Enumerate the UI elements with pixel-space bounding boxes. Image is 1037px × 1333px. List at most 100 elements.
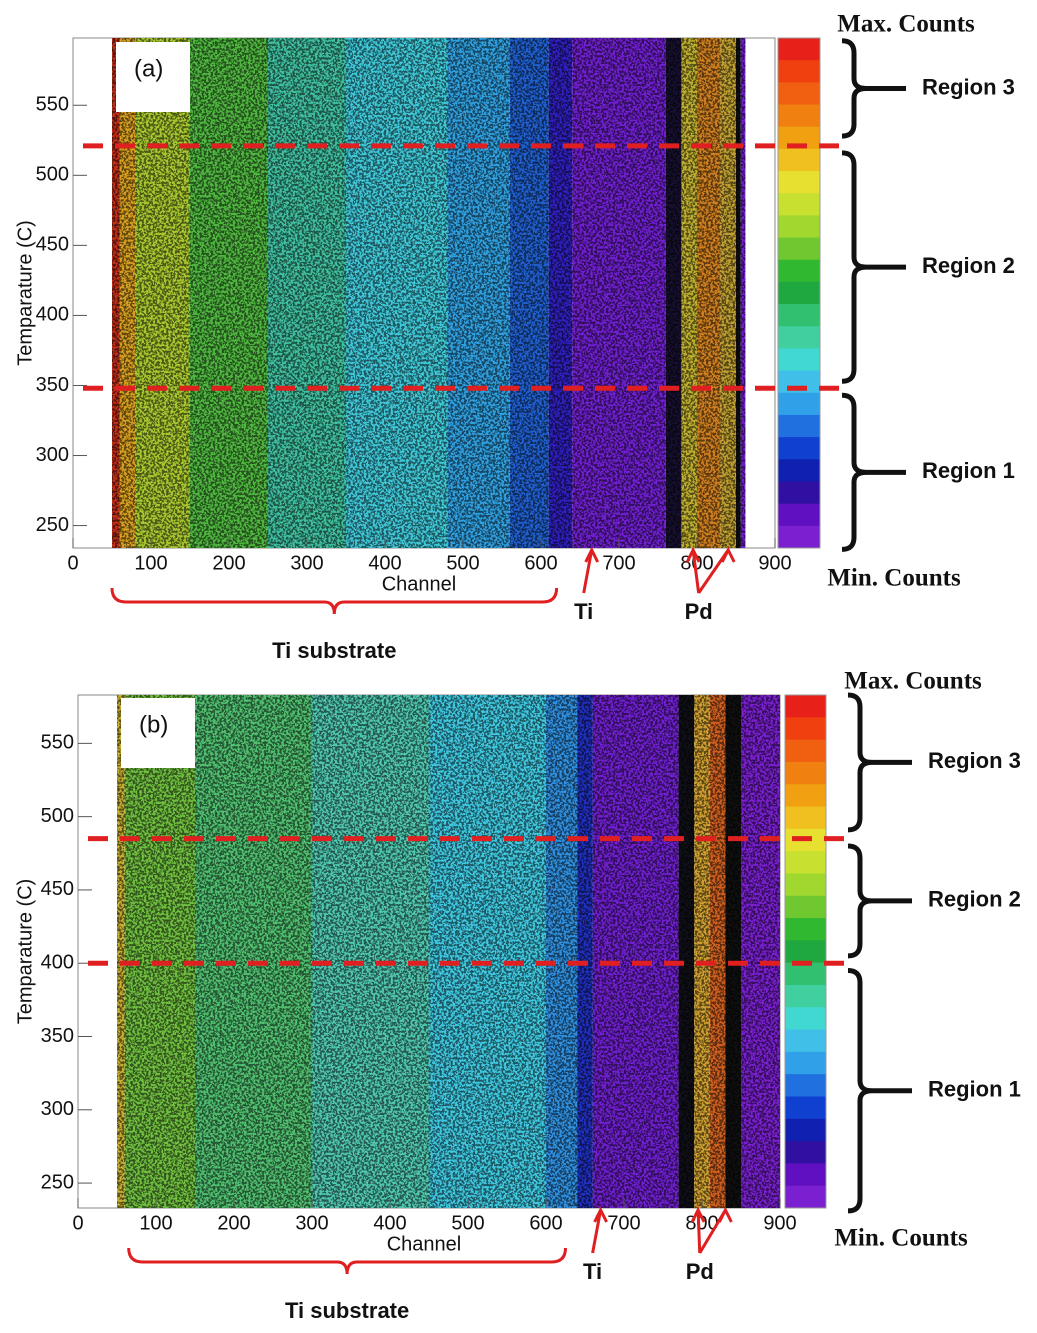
x-tick-label: 700 <box>602 552 635 574</box>
x-tick-label: 900 <box>763 1212 796 1234</box>
annotation-label: Pd <box>685 599 713 624</box>
colorbar-swatch <box>785 695 826 718</box>
colorbar-swatch <box>778 38 820 61</box>
x-tick-label: 400 <box>373 1212 406 1234</box>
colorbar-swatch <box>785 784 826 808</box>
colorbar-swatch <box>778 171 820 194</box>
colorbar-swatch <box>778 148 820 172</box>
colorbar-swatch <box>778 60 820 83</box>
colorbar-swatch <box>778 304 820 327</box>
y-tick-label: 500 <box>41 805 74 827</box>
colorbar-swatch <box>785 1029 826 1053</box>
y-tick-label: 400 <box>41 952 74 974</box>
speckle <box>117 695 780 1208</box>
colorbar-frame <box>777 37 821 549</box>
y-tick-label: 450 <box>36 234 69 256</box>
y-tick-label: 500 <box>36 164 69 186</box>
region-label: Region 1 <box>928 1077 1021 1102</box>
x-tick-label: 500 <box>451 1212 484 1234</box>
colorbar-swatch <box>785 873 826 897</box>
colorbar-swatch <box>785 717 826 741</box>
colorbar-max-label: Max. Counts <box>837 11 975 38</box>
annotation-label: Ti substrate <box>285 1298 409 1323</box>
y-tick-label: 250 <box>36 514 69 536</box>
colorbar-swatch <box>785 1141 826 1164</box>
colorbar-swatch <box>778 503 820 527</box>
annotation-brace <box>127 1247 567 1275</box>
colorbar-swatch <box>785 851 826 874</box>
colorbar-swatch <box>785 1163 826 1187</box>
region-brace <box>847 692 912 833</box>
colorbar-swatch <box>778 237 820 261</box>
annotation-brace <box>110 587 559 615</box>
region-label: Region 3 <box>928 748 1021 773</box>
annotation-label: Ti <box>583 1259 602 1284</box>
x-tick-label: 100 <box>134 552 167 574</box>
x-tick-label: 0 <box>72 1212 83 1234</box>
colorbar-swatch <box>785 1007 826 1031</box>
x-tick-label: 600 <box>529 1212 562 1234</box>
colorbar-swatch <box>778 348 820 372</box>
colorbar-swatch <box>778 82 820 106</box>
y-tick-label: 300 <box>36 444 69 466</box>
colorbar-swatch <box>778 326 820 349</box>
colorbar-swatch <box>778 193 820 216</box>
x-tick-label: 700 <box>607 1212 640 1234</box>
y-axis-label: Temparature (C) <box>14 220 36 366</box>
annotation-arrow <box>591 1206 608 1254</box>
colorbar-min-label: Min. Counts <box>827 565 961 592</box>
x-tick-label: 0 <box>67 552 78 574</box>
x-tick-label: 900 <box>758 552 791 574</box>
colorbar-swatch <box>778 437 820 460</box>
annotation-arrow <box>690 1206 733 1254</box>
colorbar-max-label: Max. Counts <box>844 668 982 695</box>
colorbar-swatch <box>778 525 820 549</box>
x-axis-label: Channel <box>387 1233 462 1255</box>
region-brace <box>847 968 912 1214</box>
panel-label: (b) <box>139 711 168 738</box>
colorbar-swatch <box>778 459 820 482</box>
x-tick-label: 300 <box>290 552 323 574</box>
x-tick-label: 600 <box>524 552 557 574</box>
y-tick-label: 300 <box>41 1098 74 1120</box>
colorbar-swatch <box>785 1185 826 1209</box>
colorbar-swatch <box>785 1074 826 1097</box>
speckle <box>112 38 746 548</box>
region-label: Region 1 <box>922 458 1015 483</box>
colorbar-swatch <box>785 1118 826 1142</box>
y-tick-label: 400 <box>36 304 69 326</box>
y-tick-label: 550 <box>36 94 69 116</box>
x-tick-label: 200 <box>212 552 245 574</box>
x-tick-label: 100 <box>139 1212 172 1234</box>
x-tick-label: 400 <box>368 552 401 574</box>
colorbar-swatch <box>785 895 826 919</box>
annotation-label: Ti substrate <box>272 638 396 663</box>
region-brace <box>841 150 906 384</box>
colorbar-swatch <box>778 414 820 438</box>
colorbar-swatch <box>785 940 826 964</box>
region-brace <box>847 843 912 959</box>
colorbar-swatch <box>785 918 826 941</box>
colorbar-min-label: Min. Counts <box>834 1225 968 1252</box>
x-tick-label: 300 <box>295 1212 328 1234</box>
x-axis-label: Channel <box>382 573 457 595</box>
region-brace <box>841 392 906 552</box>
colorbar-swatch <box>785 984 826 1008</box>
annotation-arrow <box>582 546 600 594</box>
colorbar-swatch <box>778 281 820 305</box>
region-label: Region 2 <box>928 887 1021 912</box>
region-label: Region 2 <box>922 253 1015 278</box>
panel-label-box <box>116 42 190 112</box>
colorbar-swatch <box>778 104 820 128</box>
y-tick-label: 350 <box>41 1025 74 1047</box>
y-axis-label: Temparature (C) <box>14 879 36 1025</box>
colorbar-swatch <box>778 259 820 283</box>
colorbar-swatch <box>785 761 826 785</box>
x-tick-label: 500 <box>446 552 479 574</box>
panel-label: (a) <box>134 55 163 82</box>
colorbar-swatch <box>785 1096 826 1120</box>
colorbar-swatch <box>778 215 820 239</box>
colorbar-frame <box>784 694 827 1209</box>
